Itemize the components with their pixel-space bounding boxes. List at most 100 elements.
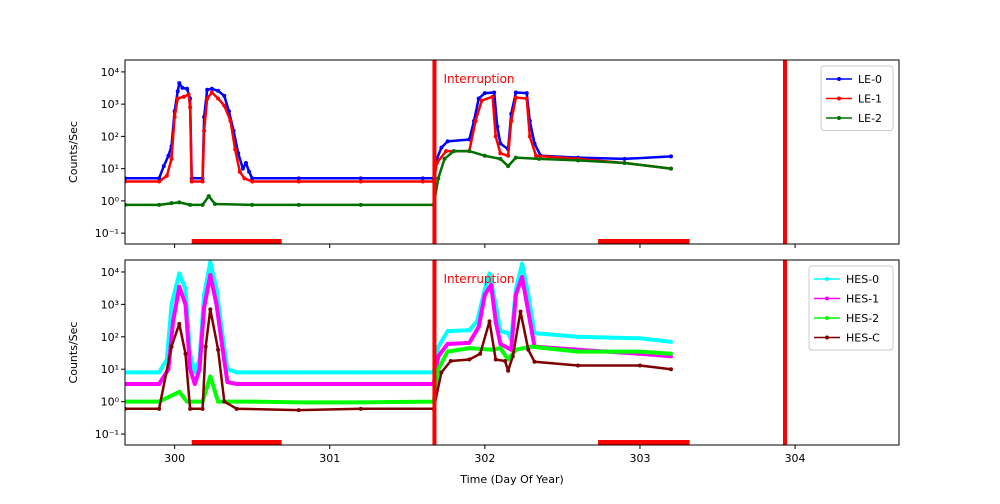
- data-point: [358, 382, 363, 387]
- data-point: [164, 173, 169, 178]
- data-point: [498, 156, 503, 161]
- panel-bottom: Interruption 300 301 302 303 304 10⁻¹ 10⁰ 10¹ 10²…: [67, 259, 900, 486]
- y-tick-label: 10⁰: [101, 195, 120, 208]
- data-point: [161, 164, 166, 169]
- data-point: [668, 351, 673, 356]
- data-point: [202, 128, 207, 133]
- data-point: [506, 368, 511, 373]
- data-point: [185, 86, 190, 91]
- panel-top: Interruption 10⁻¹ 10⁰ 10¹ 10² 10³ 10⁴ Counts/Se…: [67, 59, 900, 248]
- data-point: [439, 145, 444, 150]
- data-point: [467, 340, 472, 345]
- data-point: [445, 329, 450, 334]
- data-point: [490, 94, 495, 99]
- data-point: [188, 406, 193, 411]
- interruption-label: Interruption: [443, 72, 514, 86]
- legend-label: HES-2: [846, 312, 879, 325]
- data-point: [233, 147, 238, 152]
- data-point: [209, 86, 214, 91]
- data-point: [358, 406, 363, 411]
- legend-label: HES-0: [846, 273, 879, 286]
- data-point: [250, 176, 255, 181]
- legend-marker: [837, 77, 841, 81]
- data-point: [222, 399, 227, 404]
- legend-label: LE-0: [858, 73, 882, 86]
- data-point: [222, 103, 227, 108]
- plot-area: [125, 60, 787, 244]
- data-point: [242, 176, 247, 181]
- data-point: [157, 370, 162, 375]
- data-point: [183, 351, 188, 356]
- data-point: [476, 96, 481, 101]
- data-point: [575, 349, 580, 354]
- data-point: [209, 90, 214, 95]
- data-point: [526, 347, 531, 352]
- y-tick-label: 10³: [101, 298, 119, 311]
- interruption-bar: [191, 239, 282, 244]
- data-point: [296, 202, 301, 207]
- data-point: [197, 367, 202, 372]
- data-point: [214, 302, 219, 307]
- data-point: [532, 359, 537, 364]
- data-point: [436, 367, 441, 372]
- data-point: [208, 273, 213, 278]
- data-point: [506, 153, 511, 158]
- data-point: [498, 346, 503, 351]
- data-point: [537, 156, 542, 161]
- data-point: [296, 382, 301, 387]
- data-point: [358, 176, 363, 181]
- data-point: [177, 284, 182, 289]
- data-point: [157, 202, 162, 207]
- data-point: [513, 95, 518, 100]
- data-point: [476, 325, 481, 330]
- x-tick-label: 303: [629, 452, 650, 465]
- data-point: [200, 406, 205, 411]
- data-point: [520, 261, 525, 266]
- data-point: [575, 158, 580, 163]
- legend-frame: [820, 65, 894, 131]
- data-point: [228, 119, 233, 124]
- plot-area: [125, 260, 787, 445]
- data-point: [157, 382, 162, 387]
- data-point: [467, 328, 472, 333]
- x-tick-label: 304: [785, 452, 806, 465]
- data-point: [189, 179, 194, 184]
- legend-marker: [837, 96, 841, 101]
- data-point: [200, 202, 205, 207]
- data-point: [188, 105, 193, 110]
- data-point: [234, 382, 239, 387]
- data-point: [296, 408, 301, 413]
- data-point: [203, 344, 208, 349]
- data-point: [498, 151, 503, 156]
- y-tick-label: 10¹: [101, 363, 119, 376]
- interruption-bar: [191, 440, 282, 445]
- data-point: [180, 85, 185, 90]
- data-point: [220, 347, 225, 352]
- data-point: [222, 93, 227, 98]
- data-point: [185, 399, 190, 404]
- data-point: [169, 201, 174, 206]
- y-tick-label: 10⁻¹: [95, 227, 119, 240]
- data-point: [526, 309, 531, 314]
- data-point: [250, 179, 255, 184]
- series-line-HES-C: [125, 308, 672, 412]
- data-point: [482, 91, 487, 96]
- data-point: [358, 400, 363, 405]
- y-axis-label: Counts/Sec: [67, 121, 80, 183]
- data-point: [622, 156, 627, 161]
- y-tick-label: 10⁰: [101, 396, 120, 409]
- data-point: [188, 202, 193, 207]
- data-point: [498, 342, 503, 347]
- data-point: [214, 286, 219, 291]
- series-line-HES-1: [125, 273, 672, 386]
- data-point: [216, 96, 221, 101]
- data-point: [467, 346, 472, 351]
- data-point: [442, 156, 447, 161]
- data-point: [445, 349, 450, 354]
- data-point: [506, 331, 511, 336]
- data-point: [172, 114, 177, 119]
- data-point: [186, 92, 191, 97]
- data-point: [205, 96, 210, 101]
- data-point: [183, 302, 188, 307]
